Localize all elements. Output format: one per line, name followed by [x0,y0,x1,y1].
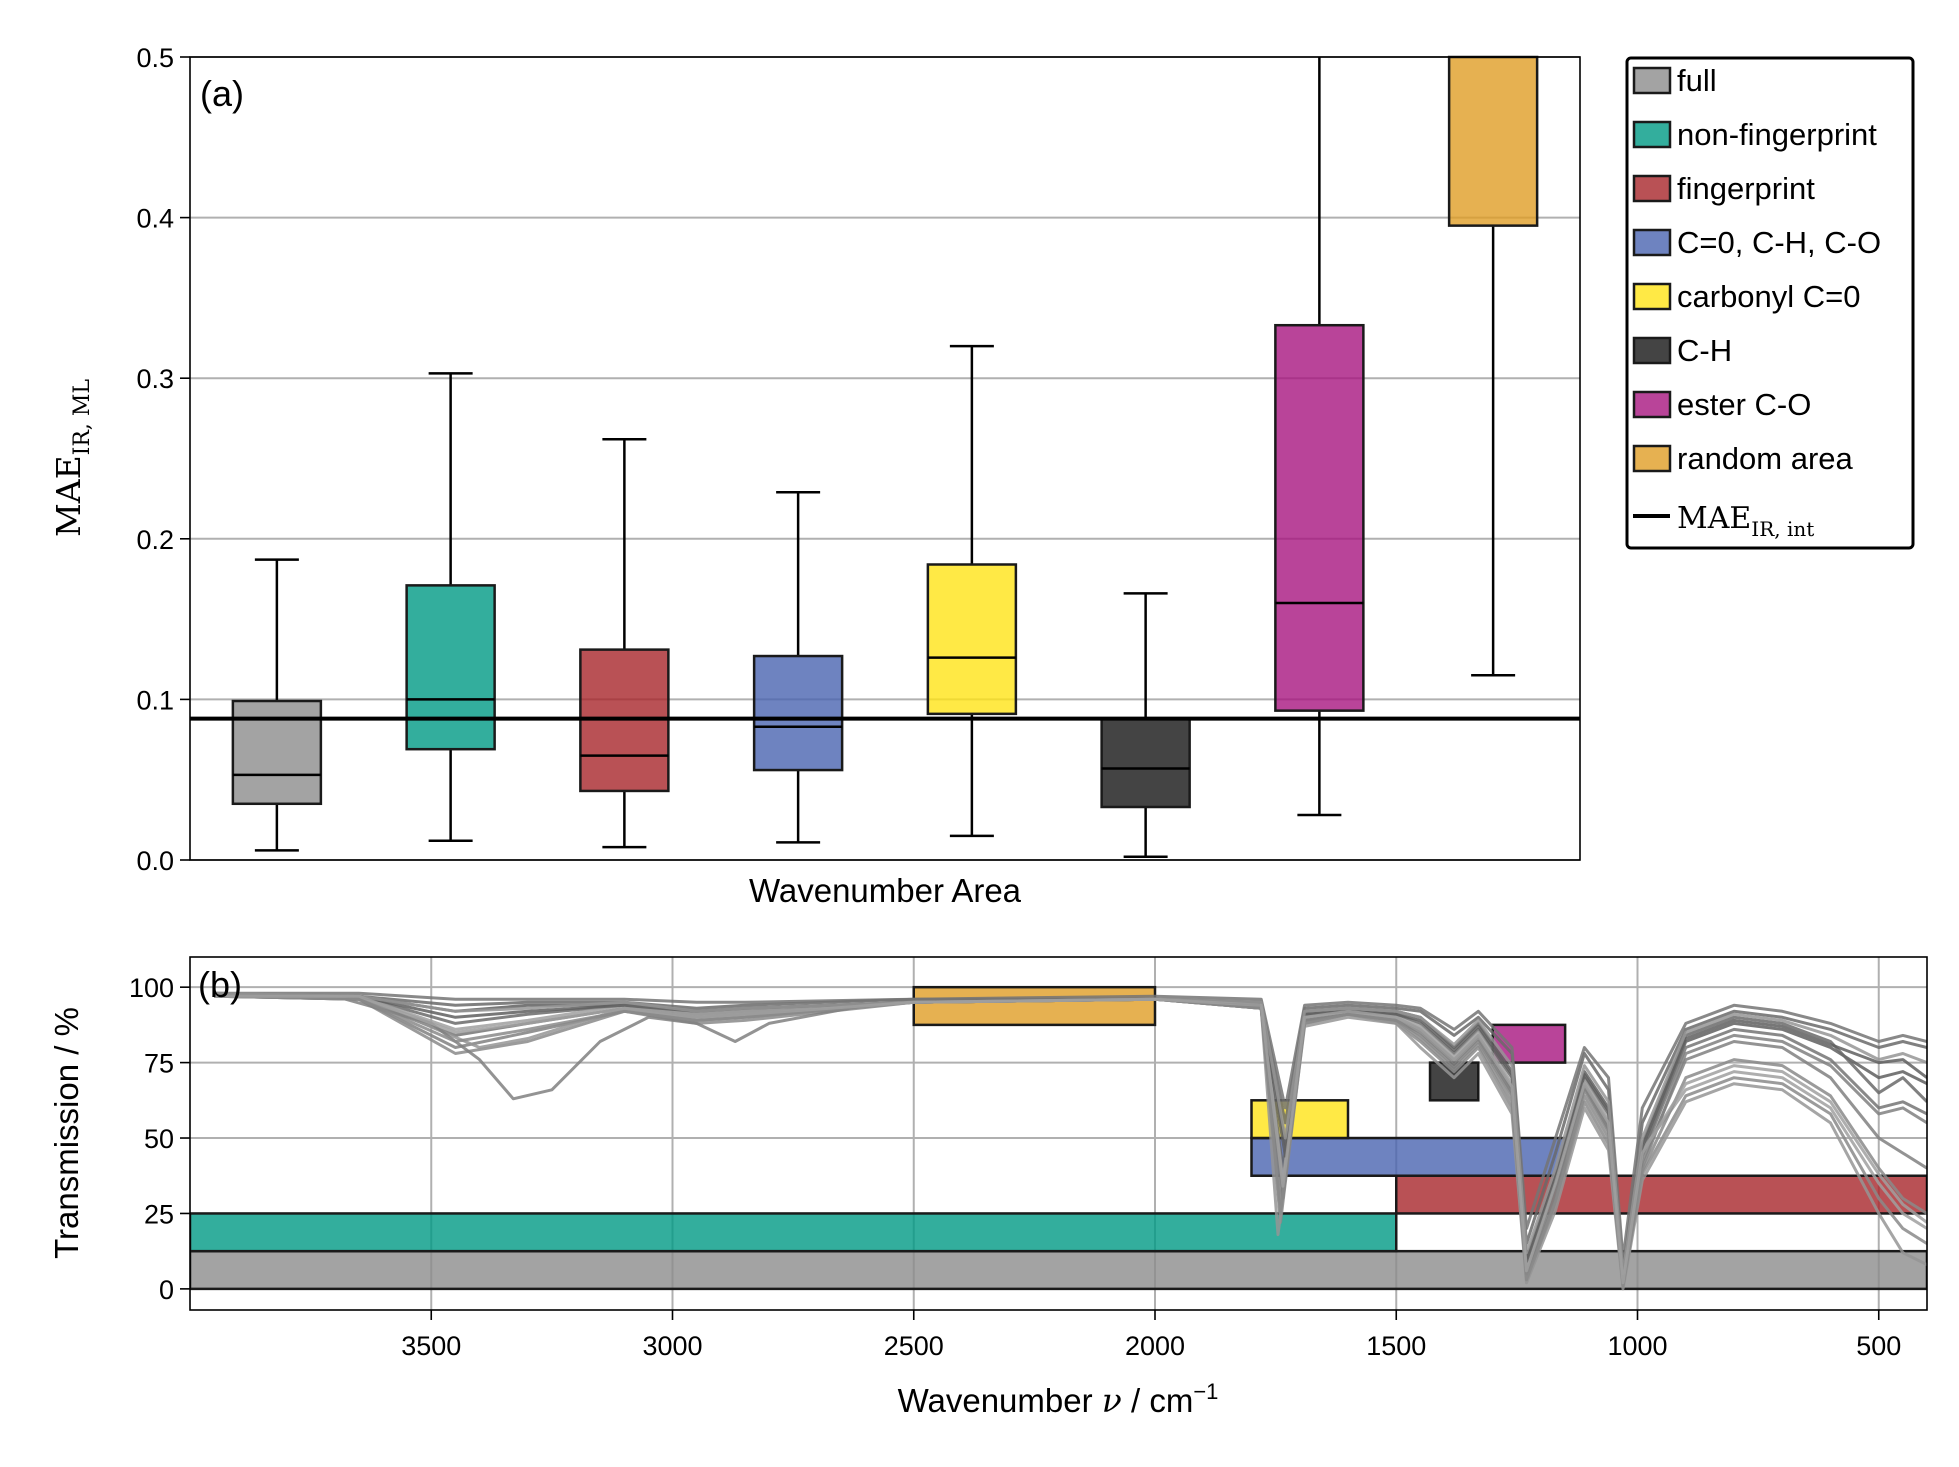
legend-swatch [1632,282,1672,311]
panel-a-y-axis-title-base: MAE [49,455,88,537]
region-random-area [912,985,1157,1027]
panel-b-x-tick-label: 2000 [1125,1331,1185,1361]
box-body [231,699,323,806]
legend-entry-random-area: random area [1632,441,1854,476]
panel-b-x-tick-label: 2500 [884,1331,944,1361]
panel-a-y-ticks: 0.0 0.1 0.2 0.3 0.4 0.5 [136,43,190,876]
panel-b-y-axis-title: Transmission / % [48,1007,85,1259]
box-body [1100,717,1191,809]
legend-entry-full: full [1632,63,1717,98]
legend: full non-fingerprint fingerprint C=0, C-H, … [1625,56,1915,550]
region-carbonyl-c-0 [1250,1099,1350,1140]
legend-reference-line-label: MAEIR, int [1677,501,1814,541]
legend-entry-carbonyl-c-0: carbonyl C=0 [1632,279,1861,314]
panel-a-label: (a) [200,73,244,114]
region-ester-c-o [1491,1023,1567,1064]
box-body [752,654,844,772]
panel-b-x-axis-title-unit: / cm [1122,1382,1194,1419]
panel-b-x-tick-label: 1000 [1607,1331,1667,1361]
legend-entry-fingerprint: fingerprint [1632,171,1815,206]
panel-a-y-tick-label: 0.0 [136,846,174,876]
spectrum-line [214,994,1927,1285]
legend-label: fingerprint [1677,171,1815,206]
box-c-0-c-h-c-o [752,490,844,844]
legend-entry-non-fingerprint: non-fingerprint [1632,117,1877,152]
panel-b-y-tick-label: 25 [144,1199,174,1229]
panel-a-x-axis-title: Wavenumber Area [749,872,1022,909]
spectrum-line [214,991,1927,1273]
spectrum-line [214,991,1927,1276]
legend-label: non-fingerprint [1677,117,1877,152]
region-non-fingerprint [190,1212,1398,1253]
legend-label: random area [1677,441,1854,476]
panel-b-x-tick-label: 3500 [401,1331,461,1361]
panel-b-regions [190,985,1927,1291]
panel-b-y-tick-label: 100 [129,973,174,1003]
legend-swatch [1632,444,1672,473]
panel-a-frame [189,56,1581,861]
box-non-fingerprint [405,372,496,842]
spectrum-line [214,994,1927,1288]
legend-swatch [1632,120,1672,149]
panel-a-y-axis-title: MAEIR, ML [49,379,95,537]
panel-b-x-axis-title: Wavenumber ν / cm−1 [898,1379,1219,1420]
spectrum-line [214,991,1927,1261]
panel-b-frame [189,956,1928,1311]
region-full [190,1249,1927,1291]
panel-a: 0.0 0.1 0.2 0.3 0.4 0.5 (a) Wavenumber Area M… [49,43,1581,909]
legend-swatch [1632,66,1672,95]
legend-entries: full non-fingerprint fingerprint C=0, C-H, … [1632,63,1881,476]
panel-a-y-tick-label: 0.3 [136,364,174,394]
legend-entry-c-h: C-H [1632,333,1732,368]
box-c-h [1100,592,1191,859]
panel-b-y-tick-label: 50 [144,1124,174,1154]
panel-b-x-ticks: 3500 3000 2500 2000 1500 1000 500 [401,1310,1901,1361]
panel-b-x-tick-label: 3000 [642,1331,702,1361]
spectrum-line [214,994,1927,1282]
panel-a-y-tick-label: 0.2 [136,525,174,555]
region-c-0-c-h-c-o [1250,1136,1567,1177]
panel-b-x-tick-label: 1500 [1366,1331,1426,1361]
panel-a-y-tick-label: 0.4 [136,204,174,234]
panel-b-x-axis-title-symbol: ν [1102,1381,1122,1420]
box-body [1274,323,1365,712]
panel-b-y-ticks: 0 25 50 75 100 [129,973,190,1305]
panel-b-y-tick-label: 0 [159,1275,174,1305]
panel-b: 3500 3000 2500 2000 1500 1000 500 0 25 50 75 100 (… [48,956,1928,1420]
box-body [405,584,496,751]
legend-label: carbonyl C=0 [1677,279,1861,314]
box-body [926,563,1018,716]
legend-entry-c-0-c-h-c-o: C=0, C-H, C-O [1632,225,1881,260]
legend-label: C-H [1677,333,1732,368]
panel-b-y-tick-label: 75 [144,1049,174,1079]
region-fingerprint [1395,1174,1927,1215]
legend-label: C=0, C-H, C-O [1677,225,1881,260]
legend-reference-line-label-sub: IR, int [1751,517,1814,541]
panel-a-y-tick-label: 0.5 [136,43,174,73]
panel-b-x-tick-label: 500 [1856,1331,1901,1361]
legend-swatch [1632,174,1672,203]
legend-label: full [1677,63,1717,98]
legend-swatch [1632,228,1672,257]
panel-b-spectra [214,991,1927,1291]
legend-frame [1625,56,1915,550]
panel-a-y-tick-label: 0.1 [136,685,174,715]
panel-a-background [190,57,1580,860]
legend-swatch [1632,390,1672,419]
legend-swatch [1632,336,1672,365]
box-random-area [1447,55,1539,677]
box-body [1447,55,1539,227]
panel-b-x-axis-title-exp: −1 [1193,1379,1218,1404]
box-carbonyl-c-0 [926,344,1018,838]
legend-entry-ester-c-o: ester C-O [1632,387,1811,422]
box-ester-c-o [1274,57,1365,817]
legend-reference-line-label-base: MAE [1677,501,1751,536]
legend-label: ester C-O [1677,387,1811,422]
panel-b-label: (b) [198,964,242,1005]
panel-b-x-axis-title-text: Wavenumber [898,1382,1102,1419]
panel-a-y-axis-title-sub: IR, ML [70,379,95,456]
